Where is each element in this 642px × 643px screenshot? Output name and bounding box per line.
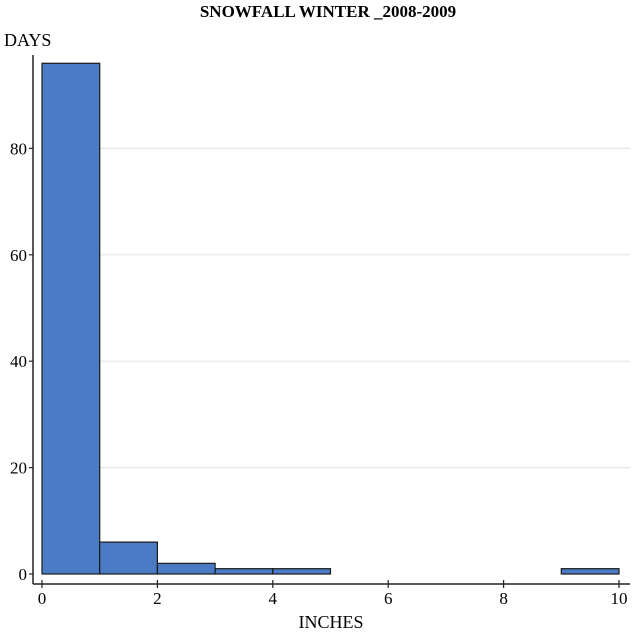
histogram-bar (272, 568, 332, 575)
x-axis-label: INCHES (298, 612, 363, 632)
y-tick-label: 20 (10, 459, 27, 478)
x-tick-label: 4 (269, 589, 278, 608)
gridlines (100, 147, 630, 469)
chart-title: SNOWFALL WINTER _2008-2009 (200, 2, 456, 21)
x-tick-label: 10 (611, 589, 628, 608)
histogram-bar (156, 562, 216, 575)
y-axis: 0 20 40 60 80 (10, 55, 34, 584)
y-tick-label: 40 (10, 352, 27, 371)
histogram-bar (214, 568, 274, 575)
x-tick-label: 2 (153, 589, 162, 608)
y-axis-label: DAYS (4, 30, 51, 50)
y-tick-label: 60 (10, 246, 27, 265)
histogram-bar (41, 62, 101, 575)
x-axis: 0 2 4 6 8 10 (33, 580, 630, 608)
y-tick-label: 80 (10, 139, 27, 158)
histogram-bar (99, 541, 158, 575)
x-tick-label: 0 (38, 589, 47, 608)
histogram-bar (560, 568, 620, 575)
y-tick-label: 0 (19, 565, 28, 584)
x-tick-label: 8 (499, 589, 508, 608)
bars (41, 62, 620, 575)
x-tick-label: 6 (384, 589, 393, 608)
